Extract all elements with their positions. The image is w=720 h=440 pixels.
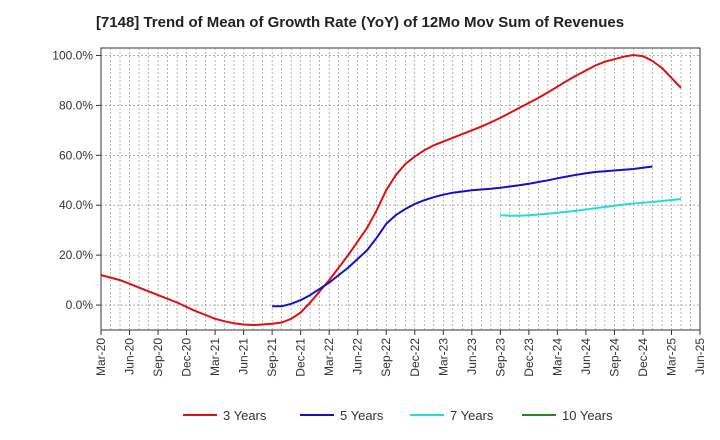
- y-tick-label: 60.0%: [59, 148, 93, 162]
- y-tick-label: 40.0%: [59, 198, 93, 212]
- legend-label-10-years: 10 Years: [562, 408, 613, 423]
- x-tick-label: Mar-22: [322, 338, 336, 376]
- x-tick-label: Mar-24: [550, 338, 564, 376]
- legend-label-7-years: 7 Years: [450, 408, 494, 423]
- x-tick-label: Jun-20: [123, 338, 137, 375]
- x-tick-label: Jun-23: [465, 338, 479, 375]
- plot-area: [100, 47, 701, 331]
- x-tick-label: Dec-20: [180, 338, 194, 377]
- x-tick-label: Mar-23: [436, 338, 450, 376]
- series-line-5-years: [272, 165, 653, 308]
- x-tick-label: Sep-22: [379, 338, 393, 377]
- x-tick-label: Jun-25: [693, 338, 707, 375]
- legend-label-5-years: 5 Years: [340, 408, 384, 423]
- x-tick-label: Sep-23: [493, 338, 507, 377]
- y-tick-label: 80.0%: [59, 98, 93, 112]
- x-tick-label: Dec-21: [294, 338, 308, 377]
- x-tick-label: Jun-21: [237, 338, 251, 375]
- legend-label-3-years: 3 Years: [223, 408, 267, 423]
- y-tick-label: 100.0%: [52, 48, 93, 62]
- x-tick-label: Mar-21: [208, 338, 222, 376]
- x-tick-label: Dec-22: [408, 338, 422, 377]
- x-tick-label: Dec-24: [636, 338, 650, 377]
- x-tick-label: Sep-20: [151, 338, 165, 377]
- x-tick-label: Dec-23: [522, 338, 536, 377]
- series-line-3-years: [100, 54, 682, 326]
- series-line-7-years: [500, 198, 682, 217]
- x-tick-label: Mar-20: [94, 338, 108, 376]
- y-tick-label: 20.0%: [59, 248, 93, 262]
- x-tick-label: Sep-24: [607, 338, 621, 377]
- x-tick-label: Mar-25: [664, 338, 678, 376]
- y-tick-label: 0.0%: [66, 298, 94, 312]
- x-tick-label: Jun-24: [579, 338, 593, 375]
- x-tick-label: Sep-21: [265, 338, 279, 377]
- x-tick-label: Jun-22: [351, 338, 365, 375]
- chart-title: [7148] Trend of Mean of Growth Rate (YoY…: [95, 14, 625, 31]
